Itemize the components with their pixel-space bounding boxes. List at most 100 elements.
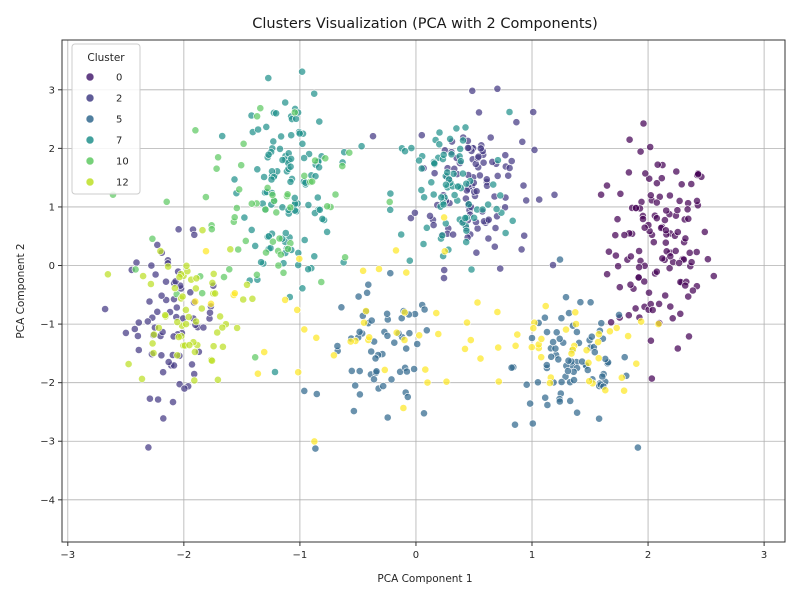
data-point xyxy=(517,245,526,254)
data-point xyxy=(134,318,143,327)
data-point xyxy=(315,117,324,126)
data-point xyxy=(683,205,692,214)
data-point xyxy=(484,215,493,224)
data-point xyxy=(101,305,109,313)
data-point xyxy=(522,380,531,389)
data-point xyxy=(188,360,196,369)
data-point xyxy=(671,246,680,255)
chart-title: Clusters Visualization (PCA with 2 Compo… xyxy=(252,16,597,32)
data-point xyxy=(357,142,366,151)
data-point xyxy=(662,206,671,215)
data-point xyxy=(475,108,483,117)
data-point xyxy=(130,325,139,333)
data-point xyxy=(639,119,648,128)
data-point xyxy=(385,197,394,206)
data-point xyxy=(341,253,349,262)
data-point xyxy=(549,261,557,269)
data-point xyxy=(440,247,449,256)
data-point xyxy=(453,182,462,191)
data-point xyxy=(405,256,414,265)
y-tick-label: 2 xyxy=(49,144,55,155)
data-point xyxy=(310,437,319,446)
data-point xyxy=(661,238,670,247)
data-point xyxy=(239,139,248,148)
data-point xyxy=(260,348,269,356)
data-point xyxy=(438,231,447,240)
data-point xyxy=(611,231,620,240)
data-point xyxy=(501,203,509,212)
data-point xyxy=(452,124,461,133)
data-point xyxy=(534,378,542,387)
plot-frame xyxy=(61,39,786,543)
data-point xyxy=(417,186,426,194)
data-point xyxy=(443,168,452,177)
y-tick-label: 3 xyxy=(49,85,55,96)
data-point xyxy=(624,311,633,320)
data-point xyxy=(421,365,430,374)
data-point xyxy=(507,363,516,372)
data-point xyxy=(546,379,554,387)
data-point xyxy=(511,420,519,429)
data-point xyxy=(226,245,235,254)
legend-marker xyxy=(85,156,95,166)
data-point xyxy=(590,348,599,357)
data-point xyxy=(694,170,703,179)
data-point xyxy=(573,408,581,417)
data-point xyxy=(298,284,307,293)
data-point xyxy=(364,280,373,289)
data-point xyxy=(527,343,536,352)
legend-entry-label: 10 xyxy=(116,157,129,168)
legend-entry-label: 5 xyxy=(116,115,122,126)
data-point xyxy=(164,358,173,366)
data-point xyxy=(417,131,426,140)
data-point xyxy=(138,374,146,383)
data-point xyxy=(145,394,154,403)
data-point xyxy=(550,190,559,199)
data-point xyxy=(607,318,615,327)
data-point xyxy=(505,108,514,116)
x-tick-label: 1 xyxy=(529,550,535,561)
data-point xyxy=(174,333,183,341)
data-point xyxy=(645,174,654,183)
data-point xyxy=(243,280,251,289)
data-point xyxy=(182,320,190,328)
data-point xyxy=(603,181,611,190)
data-point xyxy=(175,380,184,389)
data-point xyxy=(432,309,441,317)
data-point xyxy=(442,377,451,386)
data-point xyxy=(420,409,428,418)
data-point xyxy=(426,211,434,220)
data-point xyxy=(131,265,140,274)
data-point xyxy=(323,202,332,211)
data-point xyxy=(462,179,471,188)
data-point xyxy=(286,203,295,212)
data-point xyxy=(317,278,326,286)
data-point xyxy=(192,274,201,283)
data-point xyxy=(666,302,675,311)
data-point xyxy=(359,266,367,275)
data-point xyxy=(597,319,606,328)
data-point xyxy=(365,333,374,342)
data-point xyxy=(549,338,557,346)
data-point xyxy=(218,342,227,351)
data-point xyxy=(513,330,522,339)
data-point xyxy=(615,283,624,292)
data-point xyxy=(543,328,551,336)
data-point xyxy=(290,108,299,117)
data-point xyxy=(627,252,635,261)
data-point xyxy=(392,328,401,337)
data-point xyxy=(435,128,444,137)
data-point xyxy=(709,272,718,280)
data-point xyxy=(240,213,249,222)
x-tick-label: −3 xyxy=(60,550,75,561)
data-point xyxy=(144,443,153,452)
data-point xyxy=(190,230,199,239)
data-point xyxy=(300,154,308,162)
data-point xyxy=(410,365,418,373)
data-point xyxy=(541,302,550,310)
data-point xyxy=(518,137,527,146)
data-point xyxy=(311,156,319,165)
data-point xyxy=(212,164,221,173)
data-point xyxy=(662,226,670,235)
